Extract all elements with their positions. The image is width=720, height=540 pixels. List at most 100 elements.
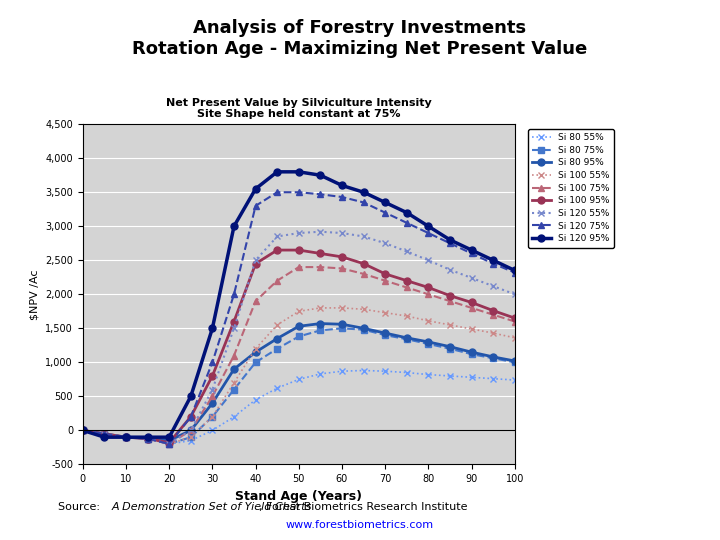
Si 80 95%	[186, 427, 195, 434]
Si 80 55%	[467, 374, 476, 381]
Si 100 75%	[208, 393, 217, 400]
Si 100 55%	[78, 427, 87, 434]
Si 100 75%	[100, 430, 109, 437]
Si 100 75%	[446, 298, 454, 305]
Si 120 75%	[165, 441, 174, 447]
Si 120 75%	[230, 291, 238, 298]
Si 100 75%	[273, 278, 282, 284]
Si 120 95%	[208, 325, 217, 332]
Si 100 55%	[510, 335, 519, 341]
Si 120 75%	[381, 210, 390, 216]
Si 120 55%	[489, 283, 498, 289]
Si 100 95%	[165, 440, 174, 446]
Si 80 95%	[359, 325, 368, 332]
Si 120 75%	[273, 189, 282, 195]
Si 120 75%	[446, 240, 454, 246]
Si 120 75%	[186, 414, 195, 420]
Si 80 95%	[446, 343, 454, 350]
Si 100 95%	[446, 293, 454, 299]
Line: Si 120 55%: Si 120 55%	[80, 229, 518, 447]
Si 120 55%	[186, 427, 195, 434]
Si 120 55%	[446, 267, 454, 273]
Si 120 55%	[316, 228, 325, 235]
Si 100 95%	[208, 373, 217, 379]
Si 80 75%	[208, 414, 217, 420]
Si 80 55%	[510, 377, 519, 383]
Si 80 75%	[294, 333, 303, 340]
Si 120 95%	[143, 434, 152, 441]
Si 120 95%	[186, 393, 195, 400]
Si 80 95%	[316, 320, 325, 327]
Si 100 75%	[143, 435, 152, 442]
Si 100 75%	[402, 284, 411, 291]
Si 80 95%	[489, 354, 498, 360]
Si 100 95%	[273, 247, 282, 253]
Si 120 55%	[294, 230, 303, 237]
Si 120 75%	[467, 250, 476, 256]
Si 120 55%	[122, 434, 130, 441]
Si 100 55%	[424, 318, 433, 324]
Si 120 75%	[122, 434, 130, 441]
Si 120 55%	[359, 233, 368, 240]
Si 100 55%	[294, 308, 303, 314]
Si 100 55%	[143, 435, 152, 442]
Si 120 55%	[424, 257, 433, 264]
Si 120 55%	[381, 240, 390, 246]
Si 120 95%	[402, 210, 411, 216]
Si 120 75%	[294, 189, 303, 195]
Si 100 95%	[381, 271, 390, 277]
Si 80 55%	[208, 427, 217, 434]
Si 100 55%	[251, 346, 260, 352]
Si 100 55%	[381, 309, 390, 316]
Si 80 75%	[165, 441, 174, 447]
Si 120 95%	[251, 186, 260, 192]
Title: Net Present Value by Silviculture Intensity
Site Shape held constant at 75%: Net Present Value by Silviculture Intens…	[166, 98, 432, 119]
X-axis label: Stand Age (Years): Stand Age (Years)	[235, 490, 362, 503]
Si 80 55%	[78, 427, 87, 434]
Si 100 55%	[273, 322, 282, 328]
Si 120 95%	[467, 247, 476, 253]
Si 80 55%	[294, 376, 303, 382]
Si 120 95%	[273, 168, 282, 175]
Si 80 95%	[78, 427, 87, 434]
Si 100 75%	[230, 352, 238, 359]
Text: , Forest Biometrics Research Institute: , Forest Biometrics Research Institute	[259, 502, 468, 512]
Si 120 55%	[78, 427, 87, 434]
Si 80 95%	[467, 349, 476, 355]
Si 80 75%	[381, 332, 390, 339]
Si 120 55%	[230, 325, 238, 332]
Si 80 55%	[359, 367, 368, 374]
Si 80 55%	[402, 369, 411, 376]
Si 80 75%	[143, 435, 152, 442]
Y-axis label: $NPV /Ac: $NPV /Ac	[30, 269, 40, 320]
Si 120 55%	[165, 441, 174, 447]
Si 80 55%	[316, 370, 325, 377]
Si 120 95%	[424, 223, 433, 230]
Si 80 55%	[489, 375, 498, 382]
Si 120 95%	[359, 189, 368, 195]
Si 120 95%	[165, 434, 174, 441]
Si 100 55%	[359, 306, 368, 313]
Line: Si 100 95%: Si 100 95%	[79, 247, 518, 446]
Si 80 55%	[251, 396, 260, 403]
Si 80 75%	[467, 351, 476, 357]
Line: Si 80 75%: Si 80 75%	[80, 326, 518, 447]
Si 100 95%	[359, 260, 368, 267]
Line: Si 120 75%: Si 120 75%	[80, 190, 518, 447]
Si 120 75%	[489, 260, 498, 267]
Si 80 75%	[424, 341, 433, 347]
Si 120 95%	[122, 434, 130, 441]
Si 120 75%	[338, 194, 346, 200]
Text: Source:: Source:	[58, 502, 103, 512]
Si 80 55%	[338, 368, 346, 374]
Si 120 55%	[100, 430, 109, 437]
Si 100 75%	[316, 264, 325, 271]
Si 120 55%	[143, 435, 152, 442]
Si 100 95%	[122, 434, 130, 441]
Si 80 75%	[402, 336, 411, 342]
Si 80 55%	[446, 373, 454, 379]
Si 100 55%	[100, 430, 109, 437]
Si 80 95%	[424, 339, 433, 345]
Si 80 95%	[208, 400, 217, 407]
Si 100 55%	[208, 414, 217, 420]
